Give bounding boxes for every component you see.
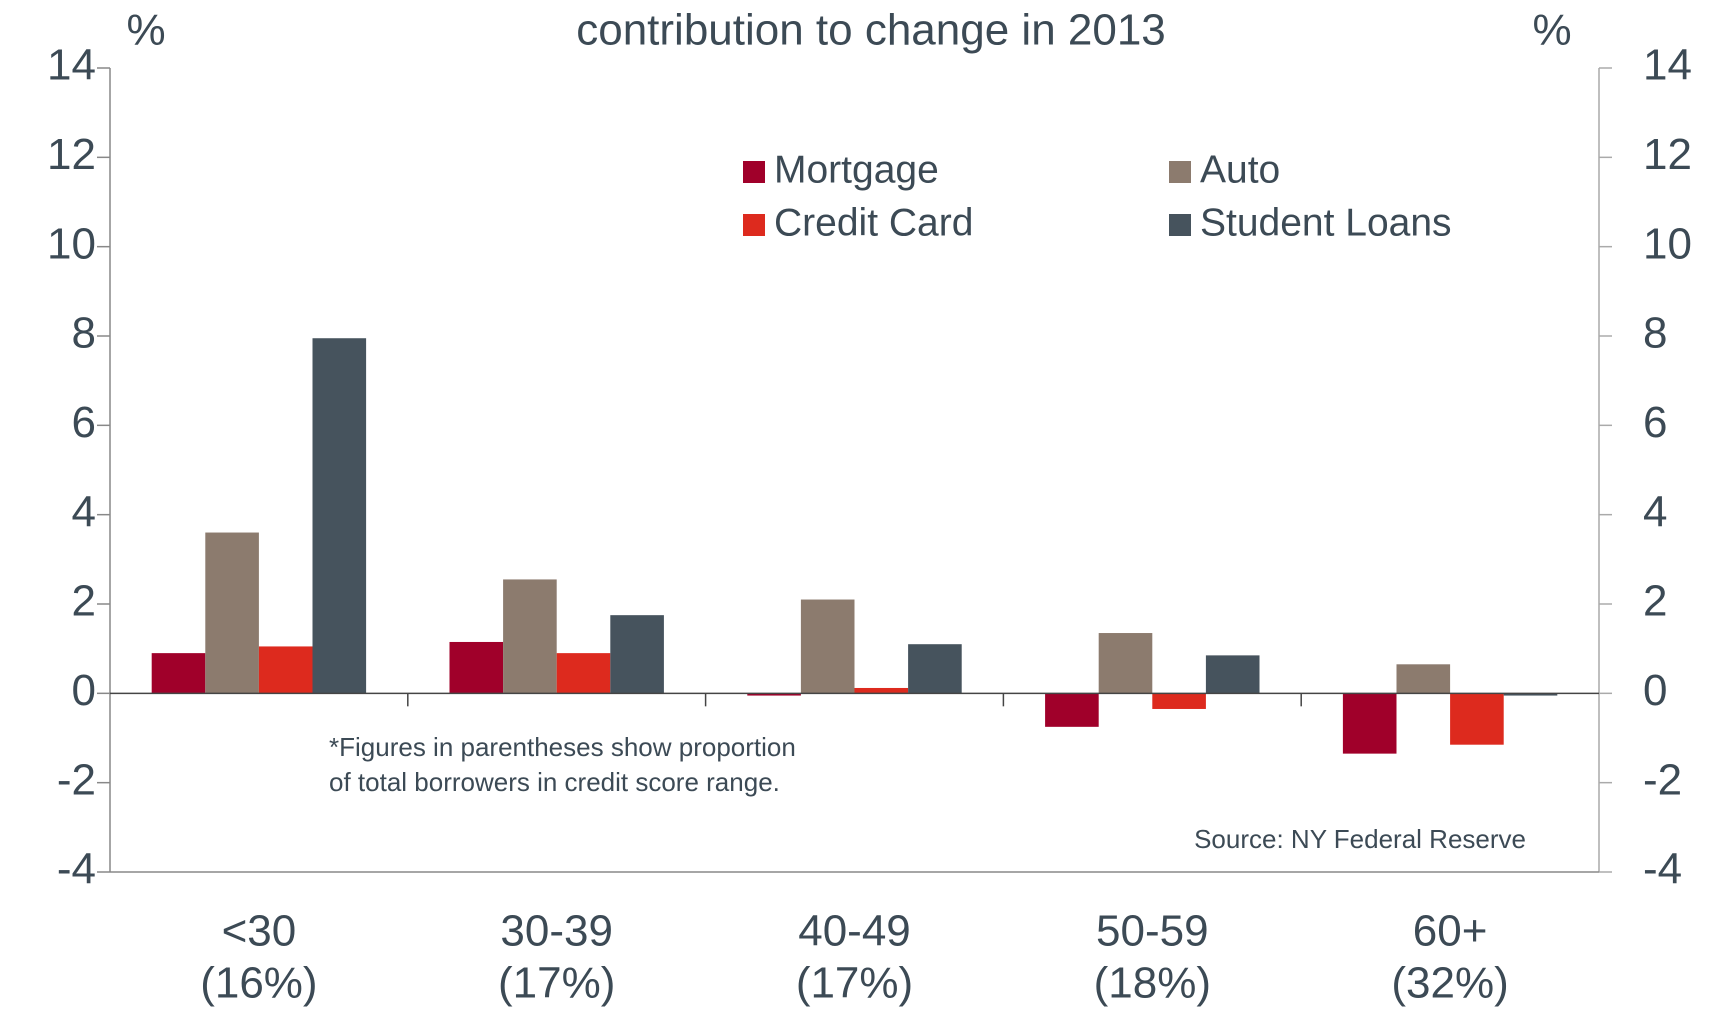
legend-label: Mortgage <box>774 148 939 191</box>
bar <box>449 641 504 694</box>
y-tick-label: 14 <box>47 41 96 90</box>
y2-tick-label: 12 <box>1643 130 1692 179</box>
bar <box>1396 664 1451 694</box>
y-tick-label: 8 <box>72 309 96 358</box>
y2-tick-label: 4 <box>1643 487 1667 536</box>
legend-label: Credit Card <box>774 201 973 244</box>
x-tick-label: 30-39 <box>500 907 613 956</box>
x-tick-label: (32%) <box>1391 959 1508 1008</box>
x-tick-label: (17%) <box>796 959 913 1008</box>
y2-tick-label: 2 <box>1643 577 1667 626</box>
y2-tick-label: -2 <box>1643 755 1682 804</box>
note: of total borrowers in credit score range… <box>329 767 780 797</box>
bar <box>1098 633 1153 694</box>
legend-label: Student Loans <box>1200 201 1452 244</box>
legend-swatch <box>743 214 765 236</box>
y2-tick-label: 6 <box>1643 398 1667 447</box>
legend-swatch <box>743 161 765 183</box>
y2-tick-label: 10 <box>1643 219 1692 268</box>
bar <box>1205 655 1260 694</box>
y-tick-label: 4 <box>72 487 96 536</box>
y-unit: % <box>126 6 165 55</box>
source: Source: NY Federal Reserve <box>1194 824 1526 854</box>
y-tick-label: -4 <box>57 845 96 894</box>
x-tick-label: 50-59 <box>1096 907 1209 956</box>
x-tick-label: (16%) <box>200 959 317 1008</box>
bar <box>205 532 259 694</box>
chart-title: contribution to change in 2013 <box>576 6 1166 55</box>
bar <box>747 693 801 696</box>
y-tick-label: -2 <box>57 755 96 804</box>
x-tick-label: (17%) <box>498 959 615 1008</box>
bar <box>1045 693 1099 727</box>
bar <box>1450 693 1504 745</box>
legend-swatch <box>1169 161 1191 183</box>
bar <box>312 338 367 694</box>
bar <box>258 646 313 694</box>
legend-swatch <box>1169 214 1191 236</box>
x-tick-label: 60+ <box>1413 907 1488 956</box>
bar <box>1342 693 1397 754</box>
bar <box>908 644 962 694</box>
y2-tick-label: 0 <box>1643 666 1667 715</box>
y-tick-label: 12 <box>47 130 96 179</box>
bar <box>854 687 909 694</box>
bar <box>556 653 611 694</box>
bar <box>503 579 557 694</box>
y-tick-label: 6 <box>72 398 96 447</box>
bar <box>1152 693 1206 709</box>
y-tick-label: 2 <box>72 577 96 626</box>
note: *Figures in parentheses show proportion <box>329 732 796 762</box>
bar <box>151 653 206 694</box>
y2-unit: % <box>1532 6 1571 55</box>
y2-tick-label: -4 <box>1643 845 1682 894</box>
legend-label: Auto <box>1200 148 1280 191</box>
bar <box>1503 693 1558 696</box>
y2-tick-label: 14 <box>1643 41 1692 90</box>
x-tick-label: <30 <box>222 907 297 956</box>
y-tick-label: 0 <box>72 666 96 715</box>
bar <box>800 599 855 694</box>
y2-tick-label: 8 <box>1643 309 1667 358</box>
x-tick-label: 40-49 <box>798 907 911 956</box>
bar <box>610 615 664 694</box>
y-tick-label: 10 <box>47 219 96 268</box>
x-tick-label: (18%) <box>1094 959 1211 1008</box>
